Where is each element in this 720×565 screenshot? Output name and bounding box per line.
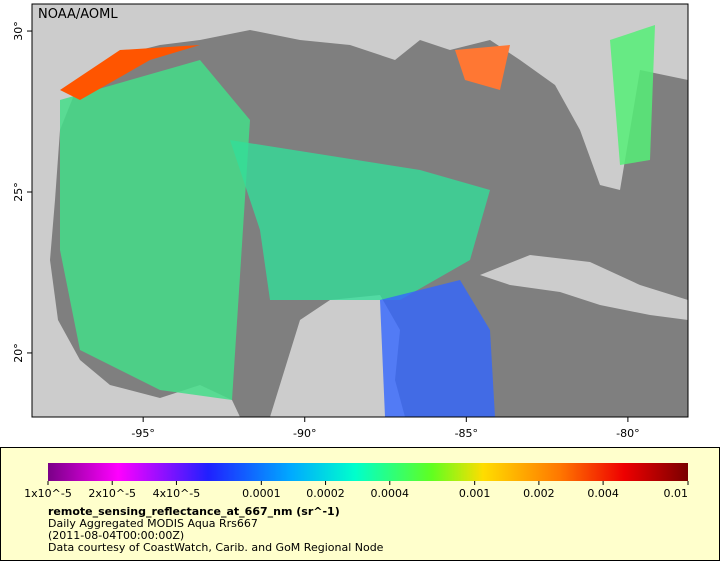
colorbar-tick-label: 1x10^-5 [24,487,72,500]
map-label: NOAA/AOML [38,7,118,22]
imagery [380,280,495,417]
imagery [455,45,510,90]
colorbar-tick-label: 0.0001 [242,487,281,500]
colorbar-tick-label: 0.004 [587,487,619,500]
legend-line: Daily Aggregated MODIS Aqua Rrs667 [48,517,258,530]
colorbar-tick-label: 4x10^-5 [153,487,201,500]
imagery [610,25,655,165]
map-frame [31,3,689,418]
x-tick-label: -90° [293,427,316,440]
colorbar-tick-label: 2x10^-5 [88,487,136,500]
imagery [60,60,250,400]
x-tick-label: -95° [131,427,154,440]
y-tick-label: 25° [12,182,25,202]
imagery [230,140,490,300]
colorbar-tick-label: 0.0002 [306,487,345,500]
colorbar-tick-label: 0.01 [664,487,689,500]
colorbar-tick-label: 0.001 [459,487,491,500]
yucatan [270,295,405,417]
colorbar-tick-label: 0.002 [523,487,555,500]
map: NOAA/AOML [31,3,689,418]
x-tick-label: -80° [616,427,639,440]
legend-line: (2011-08-04T00:00:00Z) [48,529,184,542]
imagery [60,45,200,100]
colorbar-tick-label: 0.0004 [371,487,410,500]
x-tick-label: -85° [455,427,478,440]
legend-variable: remote_sensing_reflectance_at_667_nm (sr… [48,505,340,518]
cuba [480,255,688,320]
y-tick-label: 20° [12,343,25,363]
colorbar [48,463,688,481]
legend-line: Data courtesy of CoastWatch, Carib. and … [48,541,384,554]
y-tick-label: 30° [12,21,25,40]
